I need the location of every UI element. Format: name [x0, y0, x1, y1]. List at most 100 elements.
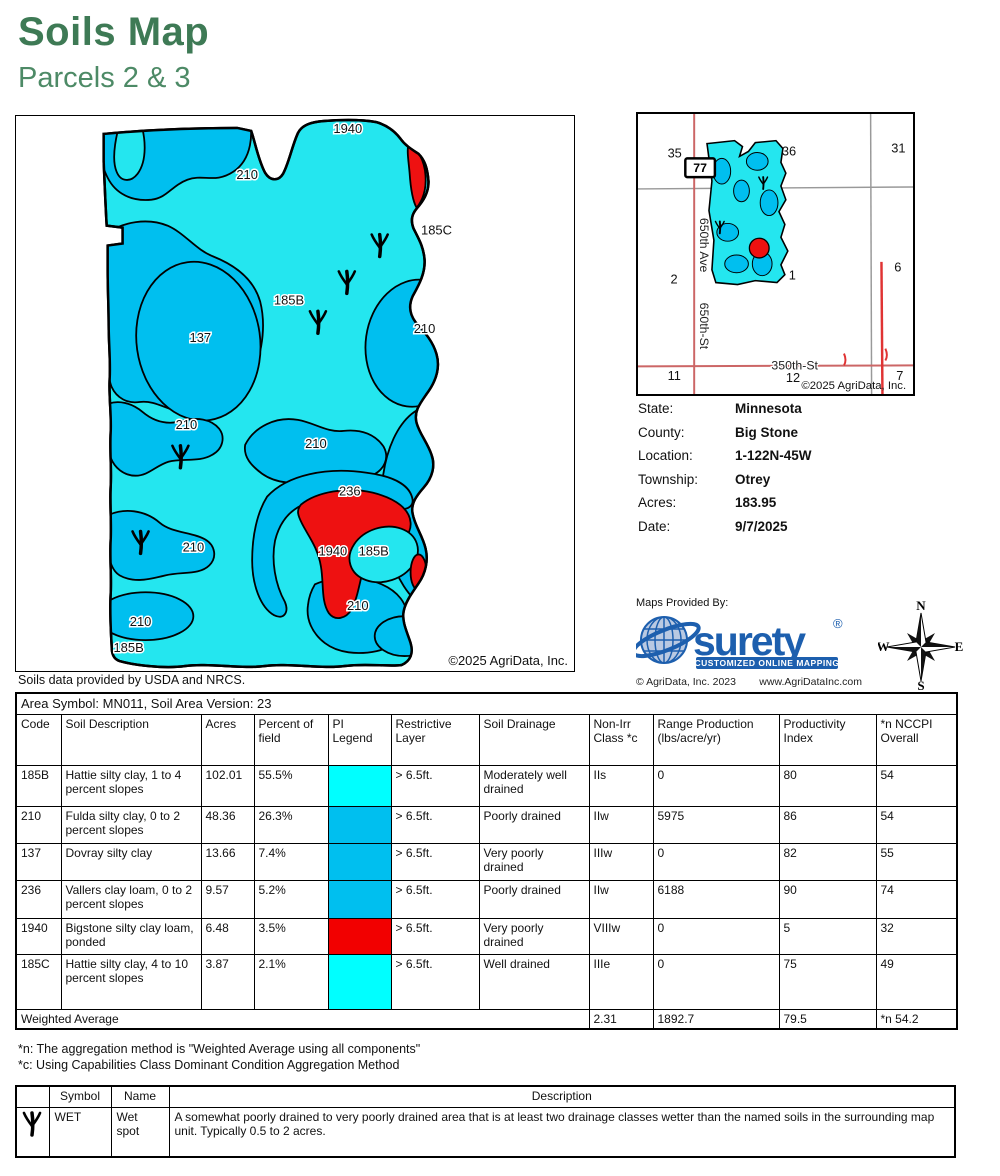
agridata-website: www.AgriDataInc.com	[759, 676, 862, 688]
legend-name-value: Wet spot	[110, 1107, 170, 1158]
surety-logo: surety ® CUSTOMIZED ONLINE MAPPING	[631, 616, 843, 669]
source-note: Soils data provided by USDA and NRCS.	[18, 673, 246, 687]
cell-range: 6188	[652, 880, 780, 919]
soil-code-label: 185B	[274, 292, 304, 307]
wet-spot-icon	[171, 444, 190, 470]
cell-legend	[327, 765, 392, 807]
cell-nonirr: VIIIw	[588, 918, 654, 955]
wet-spot-icon	[370, 232, 389, 259]
cell-legend	[327, 843, 392, 881]
section-number: 31	[891, 140, 905, 155]
locator-copyright: ©2025 AgriData, Inc.	[801, 380, 906, 392]
cell-nccpi: 74	[875, 880, 958, 919]
weighted-nccpi: *n 54.2	[875, 1009, 958, 1030]
col-nonirr: Non-Irr Class *c	[588, 714, 654, 766]
soils-map-svg: 1940 210 185C 185B 137 210 210 210 236 210 1940 185…	[102, 118, 568, 669]
cell-range: 0	[652, 843, 780, 881]
section-number: 35	[668, 145, 682, 160]
cell-restrictive: > 6.5ft.	[390, 880, 480, 919]
cell-nonirr: IIIe	[588, 954, 654, 1010]
info-value: 9/7/2025	[735, 518, 788, 534]
cell-code: 236	[15, 880, 62, 919]
soil-code-label: 210	[305, 436, 327, 451]
col-percent: Percent of field	[253, 714, 329, 766]
cell-drainage: Very poorly drained	[478, 843, 590, 881]
cell-drainage: Poorly drained	[478, 806, 590, 844]
col-soil-description: Soil Description	[60, 714, 202, 766]
section-number: 6	[894, 260, 901, 275]
cell-drainage: Poorly drained	[478, 880, 590, 919]
info-value: 183.95	[735, 495, 777, 511]
info-value: Minnesota	[735, 401, 802, 417]
cell-nonirr: IIw	[588, 806, 654, 844]
cell-code: 137	[15, 843, 62, 881]
footnote-c: *c: Using Capabilities Class Dominant Co…	[18, 1058, 400, 1072]
section-number: 12	[786, 370, 800, 385]
cell-nonirr: IIw	[588, 880, 654, 919]
col-productivity: Productivity Index	[778, 714, 877, 766]
legend-description-value: A somewhat poorly drained to very poorly…	[168, 1107, 956, 1158]
section-number: 2	[671, 272, 678, 287]
weighted-range: 1892.7	[652, 1009, 780, 1030]
cell-pct: 55.5%	[253, 765, 329, 807]
soil-table-row: 185C Hattie silty clay, 4 to 10 percent s…	[15, 954, 958, 1010]
cell-pct: 5.2%	[253, 880, 329, 919]
legend-header-row: Symbol Name Description	[15, 1085, 956, 1108]
info-label: Location:	[638, 448, 693, 464]
cell-desc: Hattie silty clay, 4 to 10 percent slope…	[60, 954, 202, 1010]
info-label: Acres:	[638, 495, 677, 511]
cell-desc: Hattie silty clay, 1 to 4 percent slopes	[60, 765, 202, 807]
wet-spot-icon	[714, 220, 725, 235]
info-row: Location: 1-122N-45W	[638, 444, 938, 468]
cell-desc: Bigstone silty clay loam, ponded	[60, 918, 202, 955]
soil-data-table: Area Symbol: MN011, Soil Area Version: 2…	[15, 692, 959, 1030]
registered-mark: ®	[833, 616, 843, 631]
footnotes: *n: The aggregation method is "Weighted …	[18, 1041, 420, 1073]
legend-col-symbol: Symbol	[48, 1085, 112, 1108]
map-copyright: ©2025 AgriData, Inc.	[448, 653, 568, 668]
branding-block: Maps Provided By: surety ® CUSTOMIZED ON…	[631, 597, 868, 688]
soil-code-label: 236	[339, 484, 361, 499]
cell-desc: Fulda silty clay, 0 to 2 percent slopes	[60, 806, 202, 844]
cell-range: 0	[652, 918, 780, 955]
col-code: Code	[15, 714, 62, 766]
info-row: Acres: 183.95	[638, 491, 938, 515]
cell-legend	[327, 954, 392, 1010]
mini-parcel	[706, 139, 789, 286]
cell-pct: 2.1%	[253, 954, 329, 1010]
locator-map: 77 35 36 31 2 1 6 11 12 7 650th Ave 650th-St 350…	[636, 112, 915, 396]
soil-code-label: 210	[236, 167, 258, 182]
weighted-average-row: Weighted Average 2.31 1892.7 79.5 *n 54.…	[15, 1009, 958, 1030]
map-labels-layer: 1940 210 185C 185B 137 210 210 210 236 210 1940 185…	[112, 119, 453, 656]
cell-desc: Dovray silty clay	[60, 843, 202, 881]
col-acres: Acres	[200, 714, 255, 766]
area-symbol-row: Area Symbol: MN011, Soil Area Version: 2…	[15, 692, 958, 715]
soils-map: 1940 210 185C 185B 137 210 210 210 236 210 1940 185…	[15, 115, 575, 672]
tagline-bar	[696, 657, 838, 669]
info-value: Otrey	[735, 471, 771, 487]
info-row: State: Minnesota	[638, 397, 938, 421]
soil-rows: 185B Hattie silty clay, 1 to 4 percent sl…	[15, 765, 958, 1010]
cell-legend	[327, 918, 392, 955]
wet-spots-layer	[131, 232, 389, 556]
col-nccpi: *n NCCPI Overall	[875, 714, 958, 766]
mini-wet-spots	[714, 176, 769, 235]
maps-provided-by-label: Maps Provided By:	[636, 597, 729, 609]
cell-code: 210	[15, 806, 62, 844]
cell-range: 0	[652, 765, 780, 807]
highway-badge: 77	[684, 157, 717, 179]
wet-spot-icon	[15, 1107, 50, 1158]
cell-nccpi: 32	[875, 918, 958, 955]
road-label-650th-ave: 650th Ave	[697, 218, 711, 273]
cell-desc: Vallers clay loam, 0 to 2 percent slopes	[60, 880, 202, 919]
road-mark	[843, 353, 847, 366]
soil-code-label: 210	[414, 321, 436, 336]
cell-restrictive: > 6.5ft.	[390, 806, 480, 844]
cell-pct: 7.4%	[253, 843, 329, 881]
soil-table-row: 1940 Bigstone silty clay loam, ponded 6.48…	[15, 918, 958, 955]
road-label-350th-st: 350th-St	[771, 358, 818, 372]
info-label: State:	[638, 401, 674, 417]
soil-code-label: 185B	[113, 640, 143, 655]
cell-pi: 90	[778, 880, 877, 919]
soil-code-label: 1940	[333, 121, 362, 136]
